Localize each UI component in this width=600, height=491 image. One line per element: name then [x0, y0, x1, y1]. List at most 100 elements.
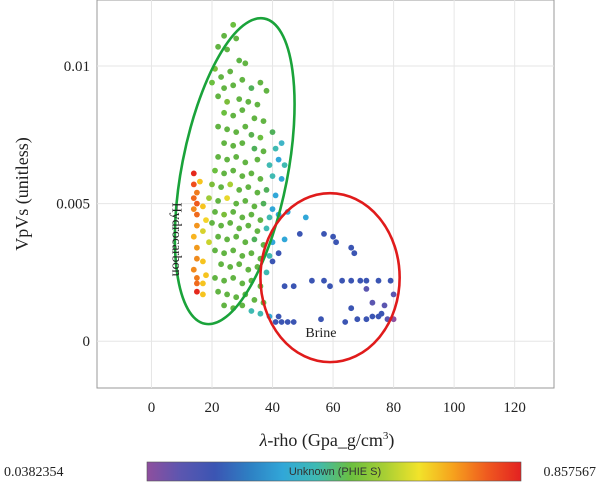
- data-point: [257, 310, 264, 317]
- data-point: [278, 140, 285, 147]
- data-point: [236, 187, 243, 193]
- data-point: [212, 167, 218, 174]
- data-point: [224, 195, 231, 202]
- colorbar-title: Unknown (PHIE S): [289, 466, 381, 478]
- data-point: [242, 123, 249, 130]
- data-point: [194, 200, 200, 207]
- data-point: [221, 211, 228, 218]
- data-point: [266, 253, 273, 259]
- data-point: [254, 189, 261, 196]
- data-point: [209, 181, 215, 188]
- data-point: [194, 275, 200, 281]
- data-point: [257, 134, 264, 141]
- data-point: [263, 187, 270, 193]
- data-point: [254, 228, 261, 235]
- data-point: [251, 203, 258, 210]
- colorbar-gradient: [146, 461, 522, 482]
- data-point: [378, 310, 385, 317]
- data-point: [281, 236, 288, 243]
- data-point: [272, 319, 279, 325]
- grid-lines: [97, 0, 554, 388]
- data-point: [248, 131, 255, 138]
- data-point: [218, 222, 225, 229]
- x-axis-title-text: -rho (Gpa_g/cm: [267, 430, 382, 451]
- data-points: [190, 21, 397, 325]
- data-point: [248, 211, 255, 218]
- data-point: [227, 68, 234, 75]
- data-point: [260, 148, 267, 155]
- annotations: Hydrocarbon Brine: [169, 202, 337, 341]
- x-axis-title-close: ): [388, 430, 394, 451]
- colorbar-max-label: 0.857567: [544, 465, 597, 480]
- data-point: [190, 181, 197, 188]
- hydrocarbon-ellipse: [173, 16, 296, 326]
- x-axis-title: λ-rho (Gpa_g/cm3): [259, 430, 395, 451]
- data-point: [218, 184, 225, 191]
- data-point: [330, 233, 336, 240]
- data-point: [224, 291, 231, 298]
- data-point: [221, 250, 228, 257]
- data-point: [233, 294, 240, 301]
- data-point: [197, 178, 203, 185]
- data-point: [239, 76, 246, 83]
- data-point: [390, 291, 397, 298]
- x-tick-label: 120: [503, 400, 526, 416]
- data-point: [251, 297, 258, 303]
- data-point: [251, 145, 258, 152]
- data-point: [224, 236, 231, 243]
- data-point: [227, 220, 234, 226]
- cluster-ellipses: [173, 16, 401, 364]
- data-point: [230, 275, 237, 281]
- data-point: [209, 220, 215, 226]
- data-point: [203, 272, 209, 279]
- data-point: [190, 266, 197, 273]
- data-point: [309, 277, 315, 284]
- data-point: [194, 288, 200, 295]
- data-point: [248, 170, 255, 177]
- data-point: [245, 266, 252, 273]
- y-tick-label: 0.01: [64, 59, 90, 75]
- data-point: [239, 140, 246, 147]
- data-point: [221, 32, 228, 39]
- data-point: [230, 167, 237, 174]
- data-point: [233, 35, 240, 42]
- data-point: [254, 156, 261, 163]
- data-point: [194, 222, 200, 229]
- data-point: [369, 313, 376, 320]
- data-point: [296, 231, 303, 237]
- data-point: [224, 126, 231, 133]
- data-point: [363, 286, 370, 292]
- x-tick-label: 60: [326, 400, 341, 416]
- data-point: [248, 85, 255, 91]
- data-point: [230, 142, 237, 149]
- data-point: [375, 277, 382, 284]
- data-point: [321, 231, 327, 237]
- data-point: [230, 82, 237, 89]
- data-point: [363, 316, 370, 323]
- data-point: [387, 277, 394, 284]
- data-point: [200, 258, 206, 265]
- data-point: [272, 192, 279, 199]
- data-point: [239, 280, 246, 287]
- annotation-label: Hydrocarbon: [169, 202, 184, 276]
- x-tick-label: 100: [443, 400, 466, 416]
- data-point: [200, 291, 206, 298]
- data-point: [194, 189, 200, 196]
- data-point: [221, 85, 228, 91]
- data-point: [321, 277, 327, 284]
- data-point: [242, 239, 249, 246]
- data-point: [215, 123, 222, 130]
- data-point: [212, 275, 218, 281]
- data-point: [251, 236, 258, 243]
- data-point: [275, 250, 282, 257]
- data-point: [269, 258, 276, 265]
- data-point: [239, 253, 246, 259]
- data-point: [230, 112, 237, 119]
- data-point: [239, 302, 246, 309]
- data-point: [333, 239, 339, 246]
- data-point: [236, 96, 243, 102]
- x-axis-title-symbol: λ: [259, 430, 268, 450]
- y-tick-label: 0: [83, 334, 91, 350]
- data-point: [194, 280, 200, 287]
- data-point: [275, 156, 282, 163]
